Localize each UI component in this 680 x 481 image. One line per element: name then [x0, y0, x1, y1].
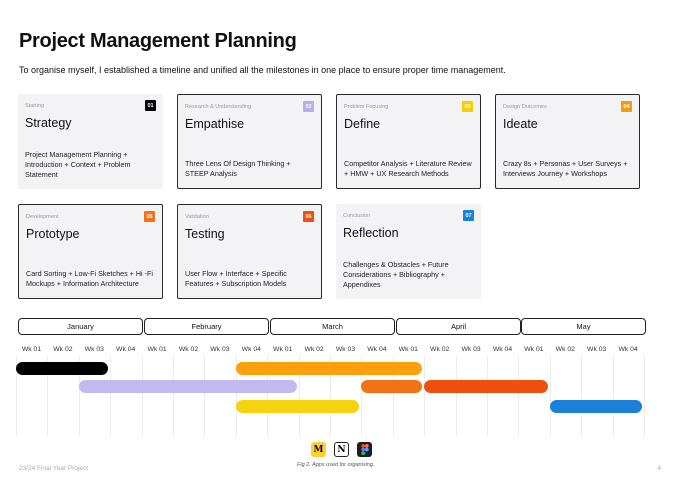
week-gridline [330, 356, 331, 436]
week-gridline [141, 356, 143, 436]
week-label: Wk 04 [116, 346, 136, 353]
timeline-bar-phase-02 [78, 380, 297, 393]
phase-card-reflection: Conclusion 07 Reflection Challenges & Obsta… [336, 204, 481, 299]
card-description: Project Management Planning + Introducti… [25, 150, 131, 180]
phase-card-prototype: Development 05 Prototype Card Sorting + Low… [18, 204, 163, 299]
card-title: Prototype [26, 227, 80, 241]
week-label: Wk 03 [210, 346, 230, 353]
week-gridline [424, 356, 426, 436]
notion-icon-glyph: N [337, 444, 346, 455]
phase-card-testing: Validation 06 Testing User Flow + Interface… [177, 204, 322, 299]
card-phase-label: Development [26, 214, 59, 220]
card-title: Reflection [343, 226, 399, 240]
month-header-may: May [521, 318, 646, 335]
footer-project: 23/24 Final Year Project [19, 465, 89, 472]
week-label: Wk 02 [430, 346, 450, 353]
week-gridline [267, 356, 269, 436]
card-phase-label: Starting [25, 103, 44, 109]
figma-icon [357, 442, 372, 457]
week-gridline [47, 356, 49, 436]
timeline-bar-phase-03 [235, 400, 360, 413]
week-gridline [173, 356, 174, 436]
month-header-january: January [18, 318, 143, 335]
week-label: Wk 03 [335, 346, 356, 353]
week-label: Wk 04 [367, 346, 387, 353]
week-gridline [455, 356, 457, 436]
week-label: Wk 01 [21, 346, 42, 353]
week-label: Wk 02 [53, 346, 73, 353]
week-label: Wk 04 [618, 346, 638, 353]
card-phase-label: Validation [185, 214, 209, 220]
week-gridline [644, 356, 645, 436]
month-header-march: March [270, 318, 395, 335]
card-number-badge: 02 [303, 101, 314, 112]
week-label: Wk 01 [147, 346, 167, 353]
week-gridline [298, 356, 300, 436]
week-label: Wk 03 [587, 346, 607, 353]
card-number-badge: 05 [144, 211, 155, 222]
week-label: Wk 03 [84, 346, 104, 353]
week-gridline [581, 356, 583, 436]
week-label: Wk 02 [555, 346, 575, 353]
week-gridline [549, 356, 551, 436]
card-number-badge: 04 [621, 101, 632, 112]
page-number: 4 [657, 465, 661, 472]
card-phase-label: Problem Focusing [344, 104, 389, 110]
week-label: Wk 01 [273, 346, 293, 353]
week-gridline [235, 356, 237, 436]
timeline-bar-phase-06 [424, 380, 548, 393]
month-header-april: April [396, 318, 521, 335]
week-gridline [204, 356, 206, 436]
card-number-badge: 06 [303, 211, 314, 222]
card-description: Card Sorting + Low-Fi Sketches + Hi -Fi … [26, 269, 154, 289]
notion-icon: N [334, 442, 349, 457]
card-number-badge: 01 [145, 100, 156, 111]
week-gridline [78, 356, 80, 436]
week-label: Wk 03 [461, 346, 481, 353]
week-label: Wk 02 [304, 346, 324, 353]
card-description: Competitor Analysis + Literature Review … [344, 159, 472, 179]
week-gridline [361, 356, 363, 436]
card-title: Testing [185, 227, 225, 241]
card-title: Ideate [503, 117, 538, 131]
page-title: Project Management Planning [19, 30, 297, 52]
card-title: Strategy [25, 116, 72, 130]
timeline-bar-phase-04 [235, 362, 423, 375]
card-phase-label: Conclusion [343, 213, 371, 219]
card-description: Crazy 8s + Personas + User Surveys + Int… [503, 159, 628, 179]
week-gridline [612, 356, 614, 436]
card-title: Define [344, 117, 381, 131]
card-description: Three Lens Of Design Thinking + STEEP An… [185, 159, 291, 179]
week-gridline [392, 356, 394, 436]
card-number-badge: 03 [462, 101, 473, 112]
week-gridline [110, 356, 112, 436]
week-label: Wk 01 [524, 346, 544, 353]
phase-card-ideate: Design Outcomes 04 Ideate Crazy 8s + Person… [495, 94, 640, 189]
week-gridline [487, 356, 488, 436]
miro-icon-glyph: M [313, 444, 324, 455]
week-gridline [16, 356, 17, 436]
timeline-bar-phase-05 [361, 380, 423, 393]
timeline-bar-phase-01 [16, 362, 109, 375]
miro-icon: M [311, 442, 326, 457]
figure-caption: Fig 2. Apps used for organising. [297, 462, 375, 468]
card-description: Challenges & Obstacles + Future Consider… [343, 260, 449, 290]
week-gridline [518, 356, 520, 436]
card-title: Empathise [185, 117, 245, 131]
card-phase-label: Design Outcomes [503, 104, 547, 110]
page-subtitle: To organise myself, I established a time… [19, 65, 506, 75]
card-phase-label: Research & Understanding [185, 104, 252, 110]
phase-card-define: Problem Focusing 03 Define Competitor Analy… [336, 94, 481, 189]
week-label: Wk 04 [492, 346, 513, 353]
card-number-badge: 07 [463, 210, 474, 221]
timeline-bar-phase-07 [549, 400, 642, 413]
week-label: Wk 04 [241, 346, 261, 353]
month-header-february: February [144, 318, 269, 335]
card-description: User Flow + Interface + Specific Feature… [185, 269, 287, 289]
phase-card-empathise: Research & Understanding 02 Empathise Three… [177, 94, 322, 189]
week-label: Wk 02 [178, 346, 199, 353]
week-label: Wk 01 [398, 346, 418, 353]
phase-card-strategy: Starting 01 Strategy Project Management Pla… [18, 94, 163, 189]
